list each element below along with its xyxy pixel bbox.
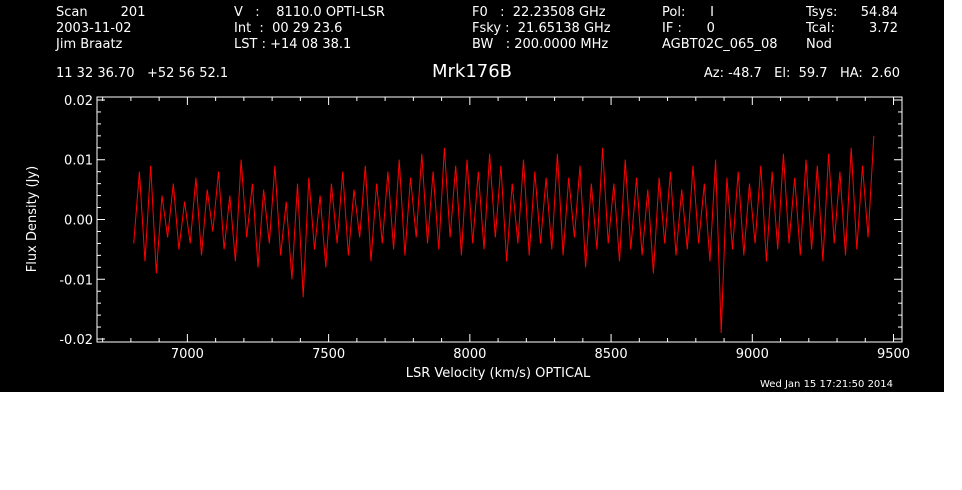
integration-time: Int : 00 29 23.6	[234, 21, 343, 36]
y-tick-label: 0.02	[64, 94, 93, 109]
tcal-value: 3.72	[869, 21, 898, 36]
x-tick-label: 7500	[312, 347, 345, 362]
observation-date: 2003-11-02	[56, 21, 132, 36]
sky-frequency: Fsky : 21.65138 GHz	[472, 21, 611, 36]
source-title: Mrk176B	[431, 61, 513, 82]
y-tick-label: -0.02	[59, 333, 93, 348]
rest-frequency: F0 : 22.23508 GHz	[472, 5, 606, 20]
x-tick-label: 7000	[171, 347, 204, 362]
tsys-label: Tsys:	[806, 5, 838, 20]
date-stamp: Wed Jan 15 17:21:50 2014	[760, 379, 894, 390]
switching-mode: Nod	[806, 37, 832, 52]
spectrum-line	[133, 135, 875, 334]
spectrum-layer	[133, 135, 875, 334]
spectrum-chart: 7000 7500 8000 8500 9000 9500 -0.02 -0.01 0.00 0.…	[25, 94, 910, 381]
observer-name: Jim Braatz	[56, 37, 123, 52]
tick-layer: 7000 7500 8000 8500 9000 9500 -0.02 -0.01 0.00 0.…	[59, 94, 910, 362]
velocity-info: V : 8110.0 OPTI-LSR	[234, 5, 385, 20]
y-tick-label: -0.01	[59, 273, 93, 288]
scan-number: Scan 201	[56, 5, 146, 20]
x-tick-label: 8000	[453, 347, 486, 362]
x-axis-label: LSR Velocity (km/s) OPTICAL	[406, 366, 591, 381]
lst-info: LST : +14 08 38.1	[234, 37, 352, 52]
y-tick-label: 0.00	[64, 214, 93, 229]
x-tick-label: 9000	[736, 347, 769, 362]
if-number: IF : 0	[662, 21, 715, 36]
tcal-label: Tcal:	[806, 21, 835, 36]
az-el-ha: Az: -48.7 El: 59.7 HA: 2.60	[703, 66, 900, 81]
y-axis-label: Flux Density (Jy)	[25, 166, 40, 272]
y-tick-label: 0.01	[64, 154, 93, 169]
x-tick-label: 8500	[595, 347, 628, 362]
x-tick-label: 9500	[877, 347, 910, 362]
plot-panel: Scan 201 2003-11-02 Jim Braatz V : 8110.…	[0, 0, 944, 392]
project-id: AGBT02C_065_08	[662, 37, 778, 52]
source-coordinates: 11 32 36.70 +52 56 52.1	[56, 66, 229, 81]
bandwidth: BW : 200.0000 MHz	[472, 37, 609, 52]
polarization: Pol: I	[662, 5, 714, 20]
plot-frame	[96, 96, 903, 343]
tsys-value: 54.84	[860, 5, 898, 20]
